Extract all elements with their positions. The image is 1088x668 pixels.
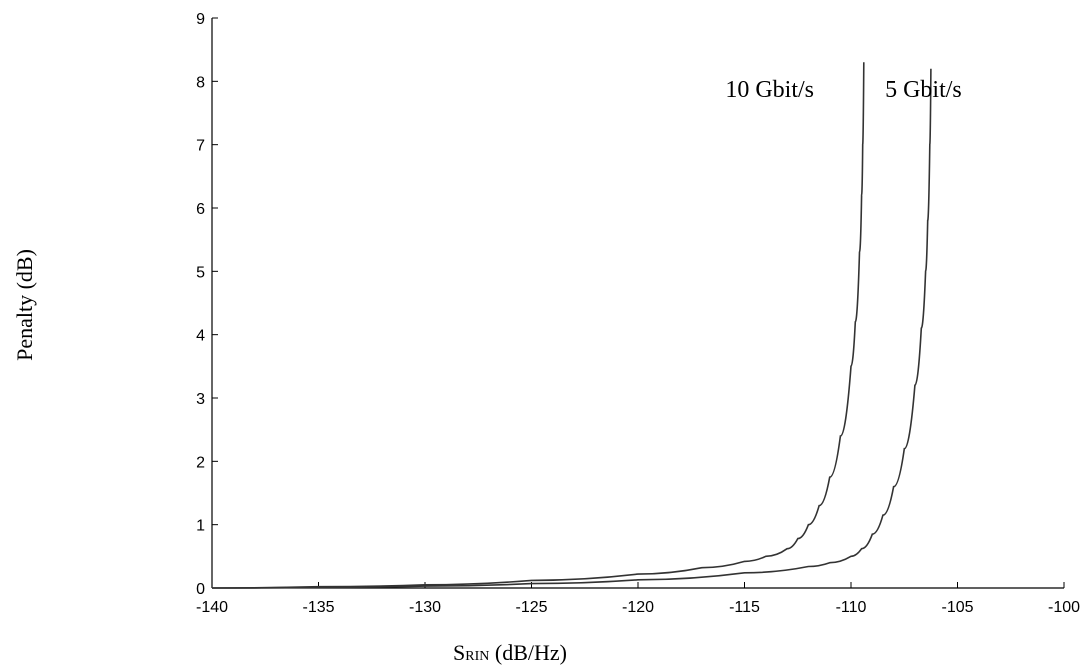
y-tick-label: 5 — [196, 264, 205, 281]
x-axis-title-main: S — [453, 640, 465, 665]
curve-annotation-2: 5 Gbit/s — [885, 77, 962, 103]
y-tick-label: 4 — [196, 328, 205, 345]
x-tick-label: -105 — [941, 599, 973, 616]
series-line-2 — [211, 68, 932, 589]
y-tick-label: 2 — [196, 454, 205, 471]
y-tick-label: 6 — [196, 201, 205, 218]
x-tick-label: -140 — [196, 599, 228, 616]
x-tick-label: -110 — [836, 599, 867, 616]
x-axis-title-rest: (dB/Hz) — [489, 640, 567, 665]
x-ticks: -140 -135 -130 -125 -120 -115 -110 -105 -100 — [196, 582, 1080, 616]
y-tick-label: 9 — [196, 11, 205, 28]
y-tick-label: 8 — [196, 74, 205, 91]
curve-annotation-1: 10 Gbit/s — [725, 77, 814, 103]
x-tick-label: -130 — [409, 599, 441, 616]
x-tick-label: -100 — [1048, 599, 1080, 616]
x-axis-title: SRIN (dB/Hz) — [453, 640, 567, 665]
y-ticks: 0 1 2 3 4 5 6 7 8 9 — [196, 11, 218, 598]
x-tick-label: -125 — [515, 599, 547, 616]
annotation-layer: 10 Gbit/s 5 Gbit/s — [725, 77, 961, 103]
x-tick-label: -120 — [622, 599, 654, 616]
axes — [211, 18, 1064, 589]
x-tick-label: -135 — [302, 599, 334, 616]
y-axis-title: Penalty (dB) — [12, 249, 37, 361]
y-tick-label: 3 — [196, 391, 205, 408]
series-layer — [211, 62, 932, 589]
y-tick-label: 7 — [196, 138, 205, 155]
y-tick-label: 1 — [196, 518, 205, 535]
y-tick-label: 0 — [196, 581, 205, 598]
x-tick-label: -115 — [729, 599, 760, 616]
series-line-1 — [211, 62, 865, 589]
x-axis-title-subscript: RIN — [465, 649, 489, 664]
